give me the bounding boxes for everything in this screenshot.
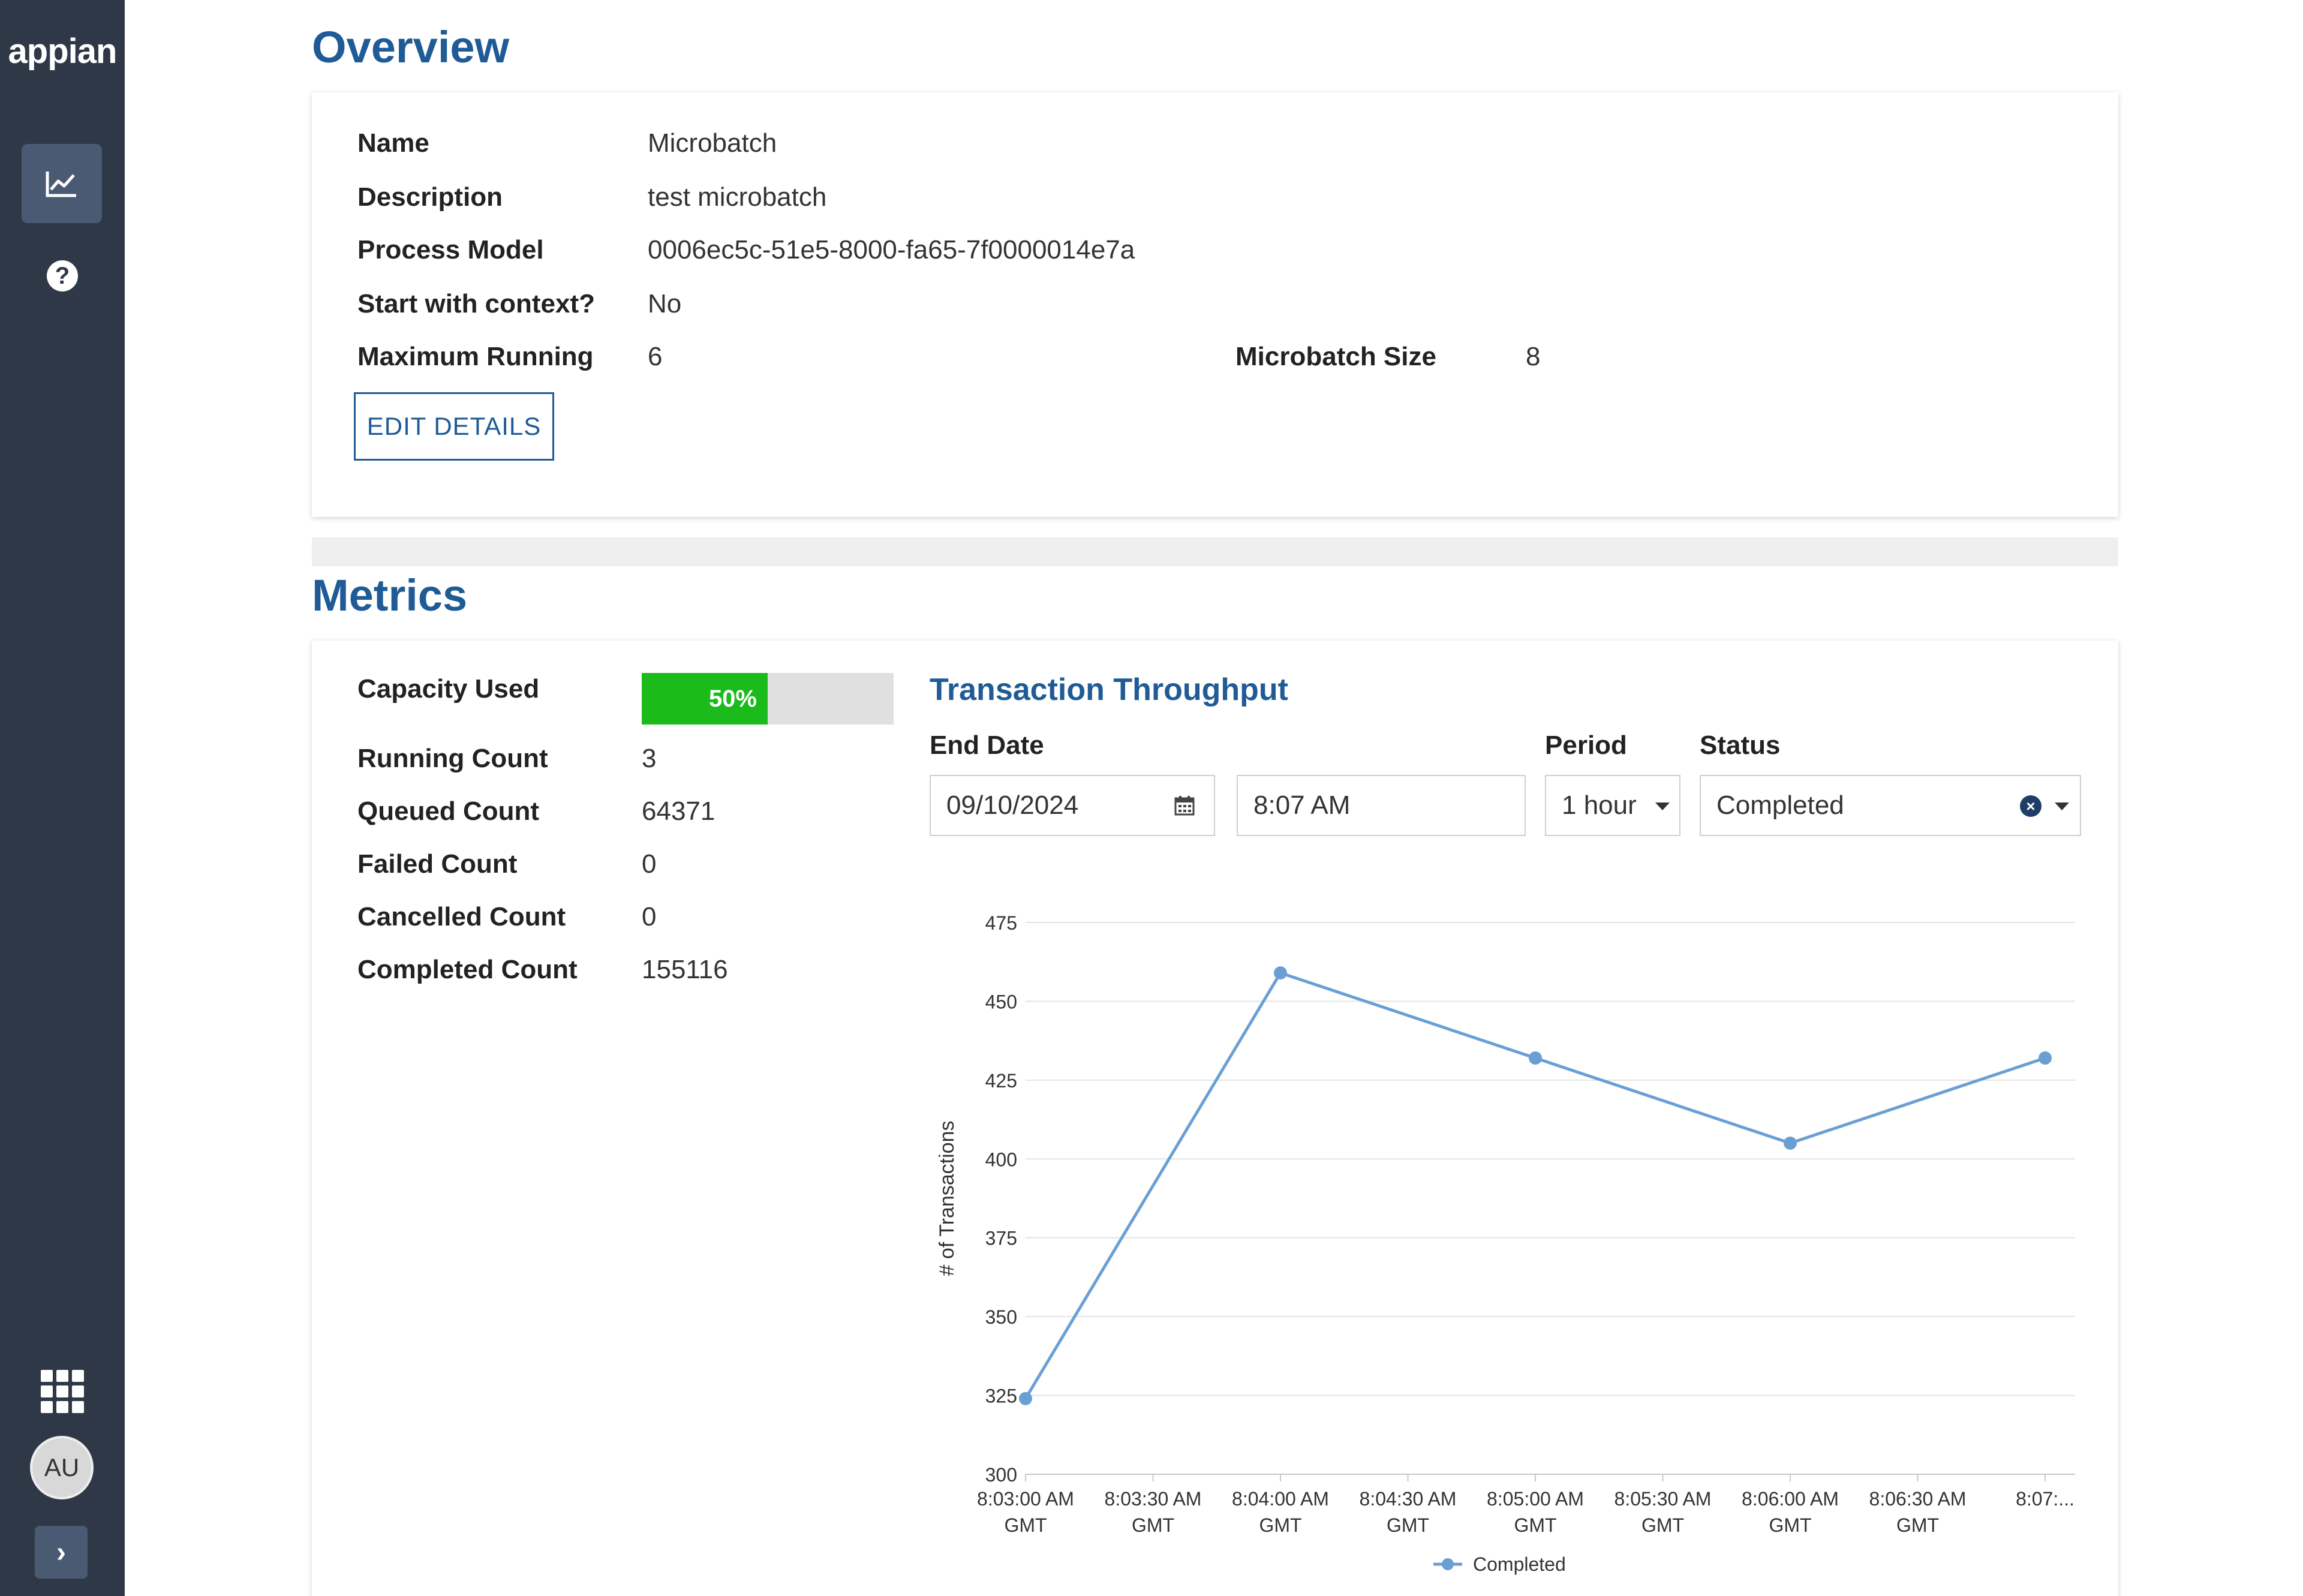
legend-label: Completed bbox=[1473, 1553, 1566, 1575]
process-model-label: Process Model bbox=[357, 235, 544, 265]
expand-sidebar-button[interactable]: › bbox=[35, 1526, 88, 1579]
data-point bbox=[1529, 1051, 1542, 1065]
monitoring-nav-button[interactable] bbox=[22, 144, 102, 223]
description-value: test microbatch bbox=[648, 182, 827, 212]
status-selected: Completed bbox=[1716, 791, 1844, 820]
name-label: Name bbox=[357, 128, 429, 158]
series-line bbox=[1024, 971, 2046, 1400]
end-date-label: End Date bbox=[930, 731, 1044, 760]
cancelled-count-value: 0 bbox=[642, 902, 657, 931]
capacity-progress-bar: 50% bbox=[642, 673, 894, 725]
data-point bbox=[1784, 1137, 1797, 1150]
capacity-progress-fill: 50% bbox=[642, 673, 768, 725]
x-tick-label: GMT bbox=[1514, 1514, 1556, 1536]
user-avatar[interactable]: AU bbox=[30, 1436, 94, 1499]
overview-title: Overview bbox=[312, 22, 510, 72]
period-selected: 1 hour bbox=[1562, 791, 1637, 820]
chevron-right-icon: › bbox=[56, 1536, 66, 1568]
calendar-button[interactable] bbox=[1155, 775, 1215, 836]
y-axis-label: # of Transactions bbox=[936, 1121, 958, 1276]
y-tick-label: 450 bbox=[985, 991, 1017, 1012]
data-point bbox=[1019, 1391, 1032, 1405]
y-tick-label: 475 bbox=[985, 912, 1017, 934]
start-context-label: Start with context? bbox=[357, 289, 596, 318]
period-label: Period bbox=[1545, 731, 1627, 760]
running-count-label: Running Count bbox=[357, 744, 548, 773]
y-tick-label: 375 bbox=[985, 1228, 1017, 1249]
y-tick-label: 300 bbox=[985, 1464, 1017, 1486]
x-tick-label: GMT bbox=[1004, 1514, 1047, 1536]
section-divider bbox=[312, 537, 2118, 566]
completed-count-label: Completed Count bbox=[357, 955, 578, 984]
x-tick-label: 8:07:... bbox=[2016, 1488, 2074, 1510]
chevron-down-icon bbox=[1655, 802, 1670, 810]
start-context-value: No bbox=[648, 289, 682, 318]
cancelled-count-label: Cancelled Count bbox=[357, 902, 566, 931]
x-tick-label: 8:04:30 AM bbox=[1360, 1488, 1457, 1510]
throughput-title: Transaction Throughput bbox=[930, 672, 1288, 707]
running-count-value: 3 bbox=[642, 744, 657, 773]
x-tick-label: 8:04:00 AM bbox=[1232, 1488, 1329, 1510]
chevron-down-icon bbox=[2055, 802, 2069, 810]
throughput-chart: 300 325 350 375 400 425 450 475 # of Transaction… bbox=[936, 912, 2075, 1575]
failed-count-value: 0 bbox=[642, 849, 657, 879]
x-tick-label: 8:03:30 AM bbox=[1105, 1488, 1202, 1510]
end-time-input[interactable]: 8:07 AM bbox=[1237, 775, 1526, 836]
x-tick-label: 8:05:30 AM bbox=[1614, 1488, 1712, 1510]
y-tick-label: 400 bbox=[985, 1149, 1017, 1170]
apps-grid-icon[interactable] bbox=[41, 1370, 84, 1413]
microbatch-size-value: 8 bbox=[1526, 342, 1541, 371]
description-label: Description bbox=[357, 182, 503, 212]
end-date-input[interactable]: 09/10/2024 bbox=[930, 775, 1156, 836]
queued-count-label: Queued Count bbox=[357, 797, 540, 826]
failed-count-label: Failed Count bbox=[357, 849, 518, 879]
edit-details-button[interactable]: EDIT DETAILS bbox=[354, 392, 554, 461]
line-chart-icon bbox=[46, 172, 76, 197]
y-tick-label: 350 bbox=[985, 1306, 1017, 1328]
capacity-percent-text: 50% bbox=[708, 685, 757, 712]
x-tick-label: GMT bbox=[1387, 1514, 1429, 1536]
max-running-label: Maximum Running bbox=[357, 342, 594, 371]
clear-icon[interactable]: × bbox=[2020, 795, 2042, 817]
y-tick-label: 425 bbox=[985, 1070, 1017, 1092]
capacity-used-label: Capacity Used bbox=[357, 674, 540, 704]
x-tick-label: 8:05:00 AM bbox=[1487, 1488, 1584, 1510]
x-tick-label: GMT bbox=[1259, 1514, 1301, 1536]
status-label: Status bbox=[1700, 731, 1781, 760]
calendar-icon bbox=[1174, 796, 1195, 816]
name-value: Microbatch bbox=[648, 128, 777, 158]
status-dropdown[interactable]: Completed × bbox=[1700, 775, 2081, 836]
metrics-title: Metrics bbox=[312, 570, 468, 620]
data-point bbox=[1274, 966, 1287, 980]
help-icon[interactable]: ? bbox=[47, 260, 78, 291]
x-tick-label: GMT bbox=[1132, 1514, 1174, 1536]
process-model-value: 0006ec5c-51e5-8000-fa65-7f0000014e7a bbox=[648, 235, 1135, 265]
data-point bbox=[2039, 1051, 2052, 1065]
legend-marker bbox=[1442, 1558, 1454, 1570]
metrics-card: Capacity Used 50% Running Count 3 Queued… bbox=[312, 641, 2118, 1596]
x-tick-label: 8:06:30 AM bbox=[1869, 1488, 1967, 1510]
max-running-value: 6 bbox=[648, 342, 663, 371]
x-tick-label: 8:03:00 AM bbox=[977, 1488, 1074, 1510]
period-dropdown[interactable]: 1 hour bbox=[1545, 775, 1680, 836]
microbatch-size-label: Microbatch Size bbox=[1235, 342, 1436, 371]
appian-logo: appian bbox=[8, 32, 118, 71]
queued-count-value: 64371 bbox=[642, 797, 715, 826]
completed-count-value: 155116 bbox=[642, 955, 728, 984]
overview-card: Name Microbatch Description test microba… bbox=[312, 92, 2118, 517]
sidebar: appian ? AU › bbox=[0, 0, 125, 1596]
x-tick-label: GMT bbox=[1769, 1514, 1811, 1536]
x-tick-label: GMT bbox=[1896, 1514, 1939, 1536]
x-tick-label: GMT bbox=[1641, 1514, 1684, 1536]
x-tick-label: 8:06:00 AM bbox=[1742, 1488, 1839, 1510]
y-tick-label: 325 bbox=[985, 1385, 1017, 1407]
